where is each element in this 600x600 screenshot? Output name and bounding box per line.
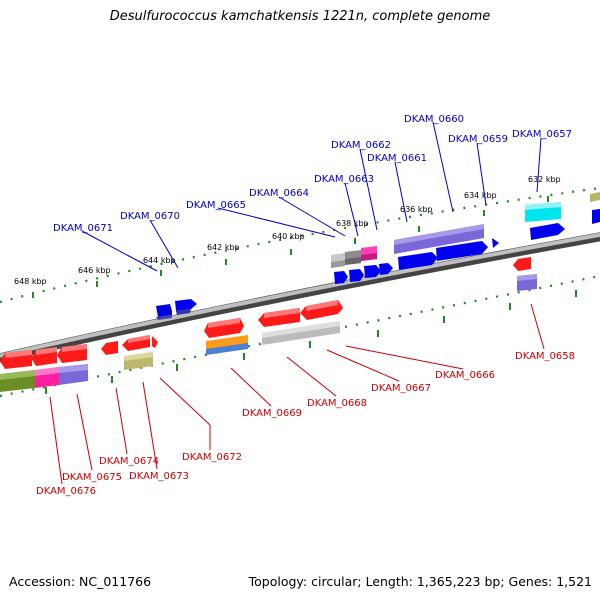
gene-DKAM_0672[interactable] [122,335,158,351]
gene-DKAM_0670[interactable] [156,304,172,320]
gene-DKAM_0676[interactable] [0,350,32,369]
genome-backbone [0,232,600,363]
gene-DKAM_0675[interactable] [31,347,57,366]
gene-label: DKAM_0657 [512,129,572,140]
gene-label: DKAM_0660 [404,114,464,125]
gene-DKAM_0657[interactable] [525,202,561,222]
scale-label: 646 kbp [78,266,111,275]
gene-DKAM_0658[interactable] [517,274,537,291]
scale-label: 640 kbp [272,232,305,241]
topology-summary: Topology: circular; Length: 1,365,223 bp… [248,574,592,589]
gene-DKAM_0666[interactable] [262,321,340,345]
gene-DKAM_0663[interactable] [334,263,393,284]
gene-label: DKAM_0673 [129,471,189,482]
gene-label: DKAM_0670 [120,211,180,222]
gene-label: DKAM_0659 [448,134,508,145]
bottom-gene-labels: DKAM_0676 DKAM_0675 DKAM_0674 DKAM_0673 … [36,351,575,497]
scale-label: 634 kbp [464,191,497,200]
scale-label: 636 kbp [400,205,433,214]
gene-label: DKAM_0667 [371,383,431,394]
map-title: Desulfurococcus kamchatkensis 1221n, com… [109,9,491,24]
scale-label: 632 kbp [528,175,561,184]
gene-DKAM_0668[interactable] [258,308,300,327]
gene-DKAM_0658-red[interactable] [513,257,531,271]
scale-labels: 648 kbp 646 kbp 644 kbp 642 kbp 640 kbp … [14,175,561,286]
gene-label: DKAM_0672 [182,452,242,463]
gene-label: DKAM_0675 [62,472,122,483]
lower-scale-ticks [45,290,577,394]
gene-label: DKAM_0666 [435,370,495,381]
gene-DKAM_0665[interactable] [331,253,345,268]
forward-genes [156,192,600,320]
gene-DKAM_0671[interactable] [175,299,197,315]
gene-label: DKAM_0676 [36,486,96,497]
gene-label: DKAM_0668 [307,398,367,409]
gene-label: DKAM_0662 [331,140,391,151]
gene-purple-block[interactable] [59,364,88,385]
gene-DKAM_0662[interactable] [361,246,377,261]
scale-label: 638 kbp [336,219,369,228]
gene-label: DKAM_0671 [53,223,113,234]
upper-scale-line [0,186,600,304]
gene-label: DKAM_0664 [249,188,309,199]
gene-label: DKAM_0663 [314,174,374,185]
gene-khaki-block[interactable] [124,352,153,370]
upper-scale-ticks [32,196,549,298]
gene-DKAM_0660[interactable] [398,238,499,270]
bottom-leader-lines [49,303,545,485]
scale-label: 644 kbp [143,256,176,265]
gene-label: DKAM_0658 [515,351,575,362]
gene-DKAM_0659[interactable] [530,223,565,240]
gene-olive-block[interactable] [0,370,35,392]
gene-label: DKAM_0674 [99,456,159,467]
top-leader-lines [81,121,542,272]
gene-DKAM_0673[interactable] [101,341,118,355]
accession-text: Accession: NC_011766 [9,574,152,589]
gene-label: DKAM_0669 [242,408,302,419]
gene-DKAM_0674[interactable] [57,344,87,363]
scale-label: 648 kbp [14,277,47,286]
reverse-genes [0,257,537,392]
gene-DKAM_0669[interactable] [204,318,244,338]
scale-label: 642 kbp [207,243,240,252]
gene-DKAM_0664[interactable] [345,250,361,265]
top-gene-labels: DKAM_0671 DKAM_0670 DKAM_0665 DKAM_0664 … [53,114,572,234]
gene-edge-blue[interactable] [592,209,600,224]
gene-edge-khaki[interactable] [590,192,600,202]
gene-DKAM_0661[interactable] [394,224,484,254]
gene-orange-block[interactable] [206,335,248,355]
gene-label: DKAM_0665 [186,200,246,211]
gene-label: DKAM_0661 [367,153,427,164]
gene-magenta-block[interactable] [35,367,59,388]
gene-DKAM_0667[interactable] [300,300,343,320]
